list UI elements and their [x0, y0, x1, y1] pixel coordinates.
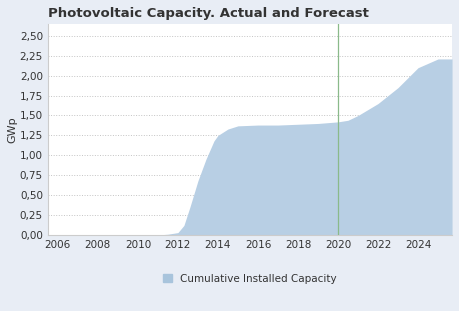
Legend: Cumulative Installed Capacity: Cumulative Installed Capacity — [163, 274, 336, 284]
Text: Photovoltaic Capacity. Actual and Forecast: Photovoltaic Capacity. Actual and Foreca… — [48, 7, 369, 20]
Y-axis label: GWp: GWp — [7, 116, 17, 143]
